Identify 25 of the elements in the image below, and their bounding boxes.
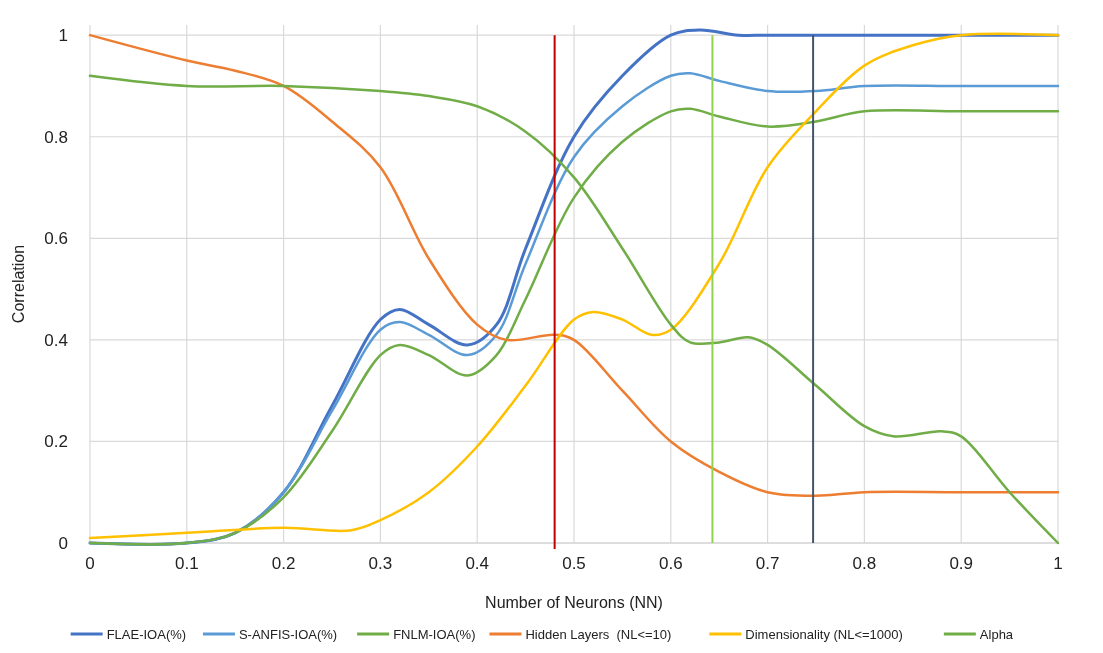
legend-label: Hidden Layers (NL<=10) (525, 627, 672, 642)
x-tick-label: 0.2 (271, 554, 296, 573)
y-tick-label: 0 (58, 534, 68, 553)
y-tick-label: 0.8 (44, 127, 68, 147)
y-tick-label: 0.2 (44, 432, 68, 452)
x-tick-label: 0.3 (368, 554, 393, 573)
x-tick-label: 0.1 (174, 554, 199, 573)
x-tick-label: 0 (85, 554, 95, 573)
x-tick-label: 0.7 (755, 554, 780, 573)
legend-label: Alpha (979, 627, 1014, 642)
legend-label: S-ANFIS-IOA(%) (238, 627, 338, 642)
legend-label: Dimensionality (NL<=1000) (745, 627, 903, 642)
legend-label: FNLM-IOA(%) (393, 627, 476, 642)
x-tick-label: 0.8 (852, 554, 877, 573)
x-tick-label: 0.5 (562, 554, 586, 573)
y-tick-label: 1 (58, 26, 68, 46)
x-tick-label: 0.6 (658, 554, 683, 573)
legend-label: FLAE-IOA(%) (106, 627, 187, 642)
x-axis-title: Number of Neurons (NN) (485, 594, 663, 611)
y-tick-label: 0.4 (44, 330, 68, 350)
x-tick-label: 0.9 (949, 554, 974, 573)
x-tick-label: 1 (1053, 554, 1063, 573)
y-axis-title: Correlation (10, 244, 27, 324)
y-tick-label: 0.6 (44, 229, 68, 249)
x-tick-label: 0.4 (465, 554, 490, 573)
